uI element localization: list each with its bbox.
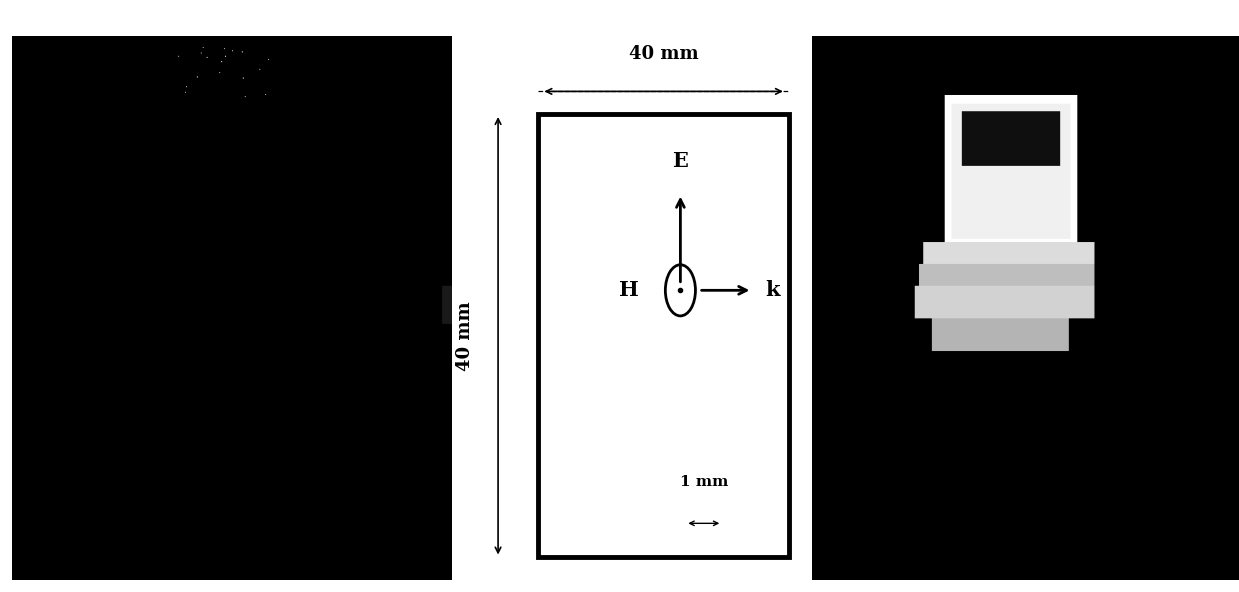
FancyBboxPatch shape [538, 114, 789, 558]
Text: E: E [673, 151, 689, 171]
Text: 1 mm: 1 mm [680, 475, 729, 489]
Text: k: k [766, 281, 781, 300]
Text: H: H [618, 281, 638, 300]
Text: 40 mm: 40 mm [456, 301, 473, 371]
Text: 40 mm: 40 mm [629, 45, 699, 63]
